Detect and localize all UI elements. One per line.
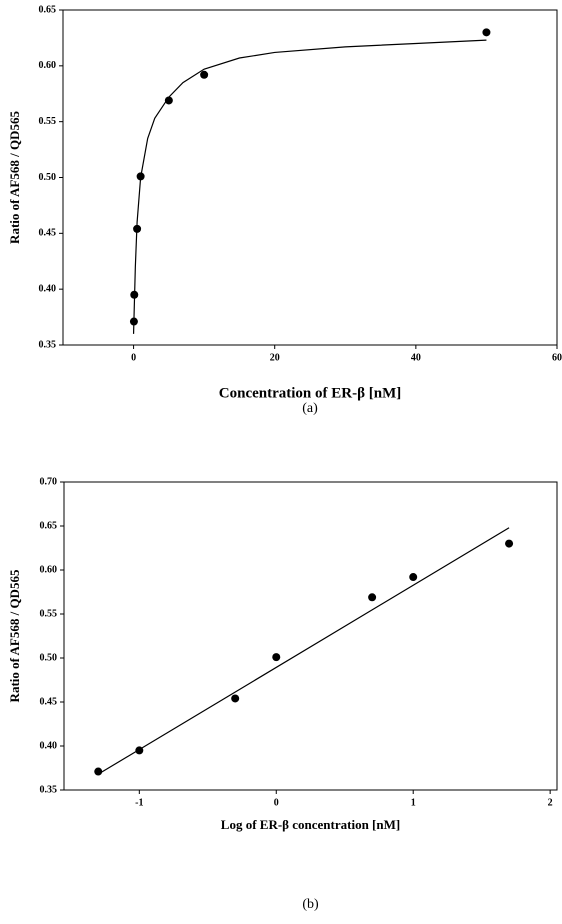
fit-line bbox=[97, 527, 510, 775]
y-tick-label: 0.50 bbox=[40, 652, 58, 663]
data-point bbox=[164, 96, 173, 105]
y-tick-label: 0.45 bbox=[40, 696, 58, 707]
data-point bbox=[94, 767, 103, 776]
x-tick-label: -1 bbox=[135, 797, 143, 808]
data-point bbox=[482, 28, 491, 37]
data-point bbox=[505, 539, 514, 548]
data-point bbox=[133, 224, 142, 233]
x-tick-label: 0 bbox=[274, 797, 279, 808]
y-tick-label: 0.60 bbox=[40, 564, 58, 575]
y-axis-title: Ratio of AF568 / QD565 bbox=[7, 569, 22, 702]
data-point bbox=[200, 70, 209, 79]
x-tick-label: 1 bbox=[411, 797, 416, 808]
x-tick-label: 60 bbox=[552, 352, 562, 363]
y-tick-label: 0.55 bbox=[39, 116, 57, 127]
y-tick-label: 0.50 bbox=[39, 172, 57, 183]
data-point bbox=[136, 172, 145, 181]
y-tick-label: 0.35 bbox=[40, 784, 58, 795]
caption: (b) bbox=[302, 897, 319, 912]
y-tick-label: 0.40 bbox=[40, 740, 58, 751]
x-axis-title: Log of ER-β concentration [nM] bbox=[221, 817, 400, 832]
data-point bbox=[129, 317, 138, 326]
y-tick-label: 0.65 bbox=[39, 4, 57, 15]
y-tick-label: 0.40 bbox=[39, 283, 57, 294]
data-point bbox=[135, 746, 144, 755]
y-axis-title: Ratio of AF568 / QD565 bbox=[7, 111, 22, 244]
x-tick-label: 40 bbox=[411, 352, 421, 363]
caption: (a) bbox=[302, 401, 318, 416]
y-tick-label: 0.65 bbox=[40, 520, 58, 531]
y-tick-label: 0.45 bbox=[39, 228, 57, 239]
x-tick-label: 20 bbox=[270, 352, 280, 363]
plot-frame bbox=[63, 481, 558, 791]
y-tick-label: 0.55 bbox=[40, 608, 58, 619]
x-tick-label: 2 bbox=[548, 797, 553, 808]
y-tick-label: 0.60 bbox=[39, 60, 57, 71]
y-tick-label: 0.35 bbox=[39, 339, 57, 350]
y-tick-label: 0.70 bbox=[40, 476, 58, 487]
x-axis-title: Concentration of ER-β [nM] bbox=[219, 385, 401, 401]
x-tick-label: 0 bbox=[131, 352, 136, 363]
data-point bbox=[272, 653, 281, 662]
fit-line bbox=[132, 39, 487, 334]
data-point bbox=[130, 290, 139, 299]
data-point bbox=[368, 593, 377, 602]
data-point bbox=[409, 573, 418, 582]
data-point bbox=[231, 694, 240, 703]
